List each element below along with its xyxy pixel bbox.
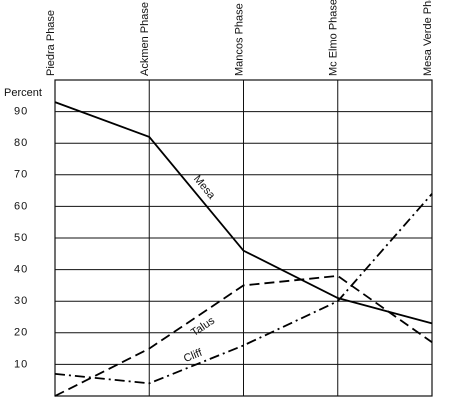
y-tick-label: 90 (14, 106, 28, 118)
y-tick-label: 80 (14, 137, 28, 149)
y-tick-label: 60 (14, 200, 28, 212)
y-tick-label: 70 (14, 169, 28, 181)
series-label: Mesa (191, 173, 218, 202)
series-label: Cliff (182, 347, 205, 365)
x-tick-label: Piedra Phase (45, 10, 57, 76)
y-tick-label: 40 (14, 264, 28, 276)
series-line (54, 193, 433, 385)
x-tick-label: Mesa Verde Phase (422, 0, 434, 76)
y-tick-label: 10 (14, 358, 28, 370)
y-tick-label: 20 (14, 327, 28, 339)
series-line (54, 274, 433, 397)
series-line (54, 101, 433, 325)
x-tick-label: Mancos Phase (233, 3, 245, 76)
y-tick-label: 50 (14, 232, 28, 244)
y-tick-label: 30 (14, 295, 28, 307)
x-tick-label: Mc Elmo Phase (328, 0, 340, 76)
y-axis-label: Percent (4, 87, 42, 99)
x-tick-label: Ackmen Phase (139, 2, 151, 76)
